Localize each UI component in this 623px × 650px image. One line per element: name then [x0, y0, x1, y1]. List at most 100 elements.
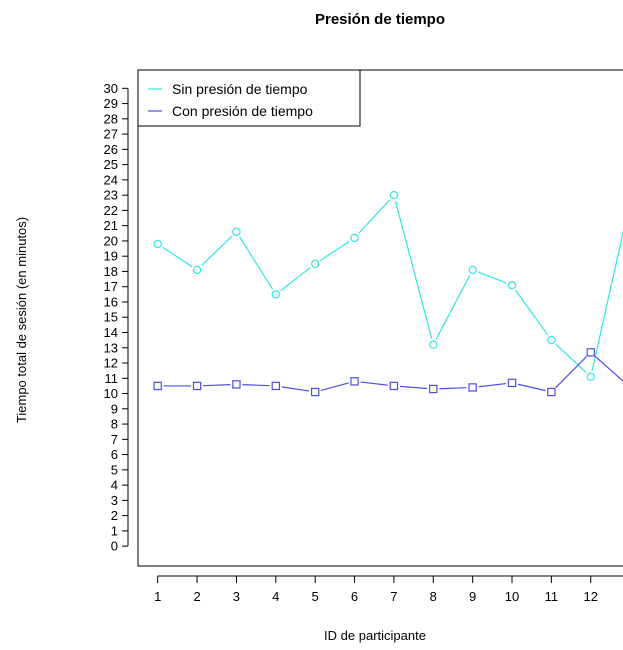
series-line-sin-presion: [555, 343, 587, 374]
series-line-con-presion: [517, 383, 546, 392]
data-point-sin-presion: [586, 372, 595, 381]
x-tick-label: 5: [312, 589, 319, 604]
data-point-sin-presion: [468, 265, 477, 275]
data-point-con-presion: [153, 381, 162, 391]
series-line-con-presion: [594, 355, 623, 382]
data-point-sin-presion: [429, 340, 438, 349]
data-point-con-presion: [468, 383, 477, 392]
y-tick-label: 13: [104, 340, 118, 355]
series-line-con-presion: [478, 382, 507, 388]
data-point-sin-presion: [389, 190, 399, 200]
y-tick-label: 16: [104, 294, 118, 309]
data-point-sin-presion: [507, 280, 517, 290]
series-layer: [153, 190, 623, 397]
series-line-con-presion: [203, 384, 231, 387]
data-point-con-presion: [429, 384, 438, 394]
data-point-sin-presion: [153, 239, 162, 249]
x-tick-label: 7: [390, 589, 397, 604]
series-line-con-presion: [555, 356, 587, 389]
y-tick-label: 27: [104, 127, 118, 142]
data-point-con-presion: [586, 348, 595, 357]
series-line-con-presion: [399, 385, 428, 390]
y-tick-label: 12: [104, 356, 118, 371]
y-tick-label: 10: [104, 386, 118, 401]
series-line-sin-presion: [478, 271, 507, 284]
series-line-sin-presion: [394, 200, 433, 339]
series-line-sin-presion: [162, 246, 193, 268]
series-line-con-presion: [320, 382, 349, 392]
y-tick-label: 5: [111, 462, 118, 477]
series-line-con-presion: [439, 387, 467, 390]
series-line-sin-presion: [515, 289, 549, 336]
y-tick-label: 24: [104, 172, 118, 187]
x-tick-label: 10: [505, 589, 519, 604]
data-point-sin-presion: [310, 259, 320, 269]
chart-title: Presión de tiempo: [315, 11, 445, 28]
legend-box: [137, 69, 361, 127]
y-tick-label: 1: [111, 523, 118, 538]
data-point-sin-presion: [547, 335, 556, 345]
legend-label-sin-presion: Sin presión de tiempo: [172, 81, 308, 97]
data-point-con-presion: [232, 380, 241, 389]
x-tick-label: 8: [430, 589, 437, 604]
x-tick-label: 6: [351, 589, 358, 604]
data-point-con-presion: [350, 377, 359, 386]
x-tick-label: 1: [154, 589, 161, 604]
y-tick-label: 25: [104, 157, 118, 172]
y-tick-label: 2: [111, 508, 118, 523]
y-tick-label: 4: [111, 478, 118, 493]
data-point-sin-presion: [271, 290, 280, 299]
y-tick-label: 21: [104, 218, 118, 233]
data-point-con-presion: [310, 387, 320, 397]
y-tick-label: 14: [104, 325, 118, 340]
y-tick-label: 8: [111, 417, 118, 432]
y-tick-label: 18: [104, 264, 118, 279]
y-tick-label: 20: [104, 233, 118, 248]
y-tick-label: 9: [111, 401, 118, 416]
x-tick-label: 11: [545, 589, 559, 604]
y-tick-label: 15: [104, 310, 118, 325]
x-tick-label: 2: [193, 589, 200, 604]
data-point-sin-presion: [232, 227, 241, 236]
y-tick-label: 28: [104, 111, 118, 126]
x-tick-label: 3: [233, 589, 240, 604]
data-point-con-presion: [192, 381, 202, 391]
series-line-sin-presion: [435, 275, 471, 340]
y-tick-label: 19: [104, 249, 118, 264]
series-line-con-presion: [360, 381, 388, 386]
data-point-con-presion: [389, 381, 399, 391]
series-line-sin-presion: [319, 240, 350, 261]
plot-frame: [137, 69, 623, 567]
series-line-con-presion: [281, 386, 310, 392]
y-tick-label: 22: [104, 203, 118, 218]
y-tick-label: 0: [111, 539, 118, 554]
legend-label-con-presion: Con presión de tiempo: [172, 103, 313, 119]
y-tick-label: 6: [111, 447, 118, 462]
data-point-sin-presion: [192, 265, 202, 275]
x-tick-label: 4: [272, 589, 279, 604]
legend: Sin presión de tiempo Con presión de tie…: [137, 69, 361, 127]
series-line-sin-presion: [591, 230, 623, 371]
series-line-sin-presion: [358, 199, 391, 234]
y-tick-label: 3: [111, 493, 118, 508]
data-point-con-presion: [271, 381, 280, 391]
y-axis: 0123456789101112131415161718192021222324…: [104, 81, 129, 554]
y-axis-label: Tiempo total de sesión (en minutos): [14, 217, 29, 423]
y-tick-label: 29: [104, 96, 118, 111]
y-tick-label: 30: [104, 81, 118, 96]
y-tick-label: 26: [104, 142, 118, 157]
series-line-sin-presion: [280, 267, 311, 292]
series-line-con-presion: [242, 384, 270, 387]
x-tick-label: 9: [469, 589, 476, 604]
y-tick-label: 11: [105, 371, 119, 386]
series-line-sin-presion: [239, 236, 274, 290]
series-line-sin-presion: [201, 235, 233, 267]
data-point-sin-presion: [350, 233, 359, 243]
data-point-con-presion: [507, 378, 517, 388]
x-axis-label: ID de participante: [324, 628, 426, 643]
y-tick-label: 23: [104, 188, 118, 203]
x-tick-label: 12: [584, 589, 598, 604]
y-tick-label: 17: [104, 279, 118, 294]
